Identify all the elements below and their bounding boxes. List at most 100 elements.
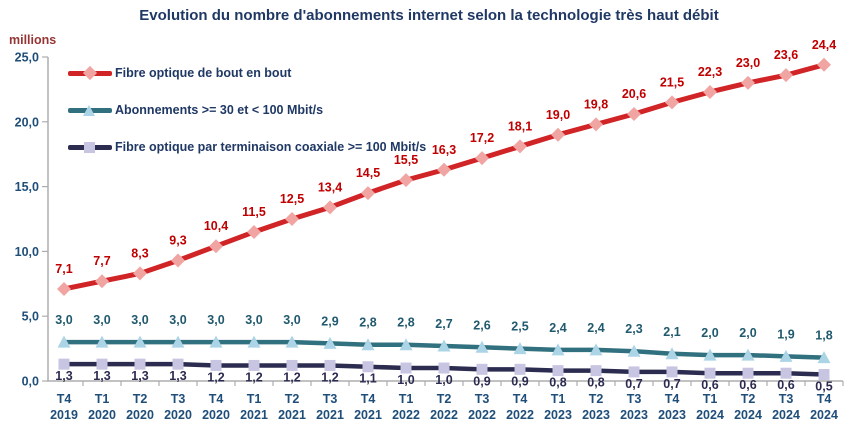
square-marker-icon (780, 367, 792, 379)
square-marker-icon (628, 366, 640, 378)
square-marker-icon (96, 358, 108, 370)
data-label: 1,3 (55, 369, 72, 383)
diamond-marker-icon (57, 281, 71, 296)
diamond-marker-icon (437, 162, 451, 177)
diamond-marker-icon (817, 57, 831, 72)
data-label: 2,1 (663, 325, 680, 339)
x-tick-quarter: T3 (627, 392, 642, 406)
x-tick-quarter: T2 (589, 392, 604, 406)
square-marker-icon (210, 359, 222, 371)
data-label: 22,3 (698, 65, 722, 79)
data-label: 19,0 (546, 108, 570, 122)
data-label: 10,4 (204, 219, 228, 233)
x-tick-year: 2020 (126, 408, 154, 422)
triangle-marker-icon (475, 340, 489, 353)
legend-label: Abonnements >= 30 et < 100 Mbit/s (115, 103, 324, 117)
triangle-marker-icon (741, 348, 755, 361)
data-label: 0,8 (587, 376, 604, 390)
y-tick-label: 15,0 (15, 180, 39, 194)
x-tick-quarter: T3 (779, 392, 794, 406)
diamond-marker-icon (247, 224, 261, 239)
triangle-marker-icon (83, 104, 95, 116)
square-marker-icon (704, 367, 716, 379)
data-label: 3,0 (283, 313, 300, 327)
x-tick-year: 2022 (506, 408, 534, 422)
triangle-marker-icon (513, 342, 527, 355)
data-label: 3,0 (131, 313, 148, 327)
triangle-marker-icon (817, 351, 831, 364)
x-tick-year: 2021 (354, 408, 382, 422)
square-marker-icon (400, 362, 412, 374)
square-marker-icon (590, 365, 602, 377)
legend-label: Fibre optique de bout en bout (115, 66, 292, 80)
diamond-marker-icon (95, 274, 109, 289)
legend-label: Fibre optique par terminaison coaxiale >… (115, 140, 427, 154)
x-tick-quarter: T4 (361, 392, 376, 406)
x-tick-quarter: T4 (513, 392, 528, 406)
diamond-marker-icon (741, 75, 755, 90)
square-marker-icon (438, 362, 450, 374)
data-label: 24,4 (812, 38, 836, 52)
triangle-marker-icon (399, 338, 413, 351)
square-marker-icon (84, 141, 95, 153)
x-tick-quarter: T4 (817, 392, 832, 406)
data-label: 2,3 (625, 322, 642, 336)
diamond-marker-icon (82, 65, 98, 81)
diamond-marker-icon (703, 84, 717, 99)
legend-line-square-icon (68, 139, 112, 155)
data-label: 2,9 (321, 314, 338, 328)
y-tick-label: 10,0 (15, 245, 39, 259)
data-label: 0,5 (815, 380, 832, 394)
triangle-marker-icon (171, 335, 185, 348)
diamond-marker-icon (475, 151, 489, 166)
data-label: 2,5 (511, 320, 528, 334)
square-marker-icon (476, 363, 488, 375)
x-tick-quarter: T1 (703, 392, 718, 406)
data-label: 3,0 (169, 313, 186, 327)
triangle-marker-icon (57, 335, 71, 348)
diamond-marker-icon (779, 68, 793, 83)
legend-item-coaxiale: Fibre optique par terminaison coaxiale >… (68, 139, 426, 155)
triangle-marker-icon (627, 344, 641, 357)
x-tick-year: 2022 (392, 408, 420, 422)
x-tick-year: 2023 (620, 408, 648, 422)
data-label: 7,1 (55, 262, 72, 276)
x-tick-year: 2020 (164, 408, 192, 422)
data-label: 2,4 (549, 321, 566, 335)
square-marker-icon (666, 366, 678, 378)
data-label: 2,0 (701, 326, 718, 340)
triangle-marker-icon (133, 335, 147, 348)
diamond-marker-icon (665, 95, 679, 110)
x-tick-year: 2024 (734, 408, 762, 422)
diamond-marker-icon (513, 139, 527, 154)
triangle-marker-icon (209, 335, 223, 348)
square-marker-icon (134, 358, 146, 370)
legend-line-triangle-icon (68, 102, 112, 118)
data-label: 1,2 (283, 370, 300, 384)
data-label: 0,6 (701, 378, 718, 392)
data-label: 15,5 (394, 153, 418, 167)
triangle-marker-icon (589, 343, 603, 356)
x-tick-year: 2019 (50, 408, 78, 422)
square-marker-icon (286, 359, 298, 371)
data-label: 0,7 (625, 377, 642, 391)
x-tick-year: 2020 (88, 408, 116, 422)
legend: Fibre optique de bout en bout Abonnement… (68, 65, 426, 155)
x-tick-quarter: T1 (551, 392, 566, 406)
diamond-marker-icon (171, 253, 185, 268)
data-label: 1,3 (93, 369, 110, 383)
chart-title: Evolution du nombre d'abonnements intern… (139, 7, 719, 24)
data-label: 1,0 (435, 373, 452, 387)
data-label: 1,1 (359, 372, 376, 386)
x-tick-year: 2024 (696, 408, 724, 422)
diamond-marker-icon (551, 127, 565, 142)
triangle-marker-icon (323, 336, 337, 349)
square-marker-icon (58, 358, 70, 370)
square-marker-icon (552, 365, 564, 377)
x-tick-year: 2022 (430, 408, 458, 422)
data-label: 1,2 (321, 370, 338, 384)
square-marker-icon (248, 359, 260, 371)
data-label: 1,3 (131, 369, 148, 383)
data-label: 3,0 (245, 313, 262, 327)
